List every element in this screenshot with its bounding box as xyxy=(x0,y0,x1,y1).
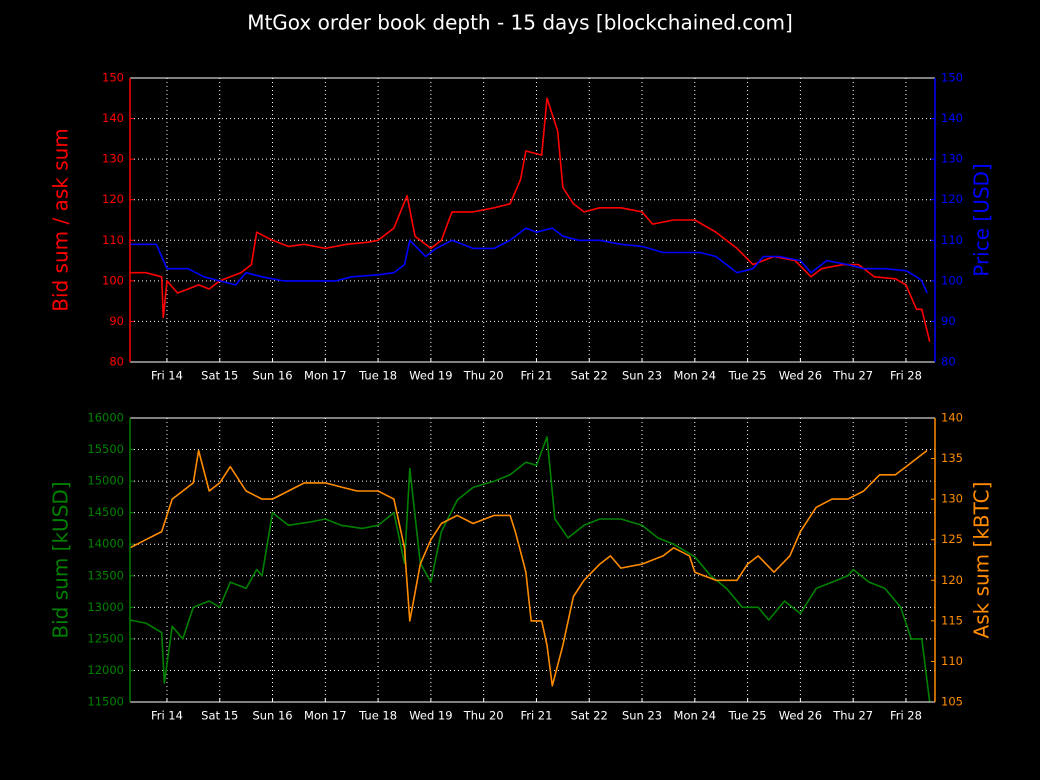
y-axis-label: Bid sum / ask sum xyxy=(49,128,73,312)
x-tick-label: Wed 19 xyxy=(409,709,452,723)
y-tick-label: 13000 xyxy=(87,600,124,614)
x-tick-label: Sun 23 xyxy=(622,369,662,383)
x-tick-label: Mon 24 xyxy=(674,369,717,383)
y2-tick-label: 110 xyxy=(941,654,963,668)
x-tick-label: Thu 20 xyxy=(463,709,504,723)
y-tick-label: 130 xyxy=(102,152,124,166)
x-tick-label: Sun 16 xyxy=(252,709,292,723)
x-tick-label: Fri 21 xyxy=(520,709,552,723)
y2-axis-label: Ask sum [kBTC] xyxy=(970,482,994,639)
y2-tick-label: 100 xyxy=(941,273,963,287)
y-tick-label: 100 xyxy=(102,273,124,287)
x-tick-label: Sat 15 xyxy=(201,369,238,383)
y2-tick-label: 130 xyxy=(941,492,963,506)
x-tick-label: Fri 21 xyxy=(520,369,552,383)
series-line xyxy=(129,436,931,703)
x-tick-label: Fri 14 xyxy=(151,709,183,723)
y-tick-label: 15000 xyxy=(87,474,124,488)
x-tick-label: Tue 18 xyxy=(358,709,397,723)
series-line xyxy=(130,227,928,294)
x-tick-label: Fri 14 xyxy=(151,369,183,383)
y-tick-label: 110 xyxy=(102,233,124,247)
x-tick-label: Thu 27 xyxy=(832,709,873,723)
y-tick-label: 80 xyxy=(109,355,124,369)
y-tick-label: 12000 xyxy=(87,663,124,677)
y-tick-label: 14000 xyxy=(87,537,124,551)
y-tick-label: 90 xyxy=(109,314,124,328)
y-tick-label: 16000 xyxy=(87,411,124,425)
plot-area xyxy=(130,78,935,362)
y2-tick-label: 150 xyxy=(941,71,963,85)
y-axis-label: Bid sum [kUSD] xyxy=(49,481,73,638)
x-tick-label: Sat 15 xyxy=(201,709,238,723)
x-tick-label: Thu 27 xyxy=(832,369,873,383)
y2-tick-label: 80 xyxy=(941,355,956,369)
x-tick-label: Sat 22 xyxy=(571,709,608,723)
y2-tick-label: 135 xyxy=(941,451,963,465)
x-tick-label: Wed 26 xyxy=(779,369,822,383)
x-tick-label: Sun 16 xyxy=(252,369,292,383)
x-tick-label: Fri 28 xyxy=(890,709,922,723)
y-tick-label: 15500 xyxy=(87,442,124,456)
series-line xyxy=(129,449,928,687)
chart-title: MtGox order book depth - 15 days [blockc… xyxy=(247,11,793,35)
x-tick-label: Tue 18 xyxy=(358,369,397,383)
y2-tick-label: 140 xyxy=(941,111,963,125)
series-line xyxy=(130,97,931,342)
x-tick-label: Mon 17 xyxy=(304,369,347,383)
y2-axis-label: Price [USD] xyxy=(970,163,994,277)
y-tick-label: 14500 xyxy=(87,505,124,519)
y-tick-label: 11500 xyxy=(87,695,124,709)
x-tick-label: Mon 24 xyxy=(674,709,717,723)
x-tick-label: Tue 25 xyxy=(728,369,767,383)
y2-tick-label: 120 xyxy=(941,192,963,206)
plot-area xyxy=(130,418,935,702)
y-tick-label: 13500 xyxy=(87,568,124,582)
x-tick-label: Tue 25 xyxy=(728,709,767,723)
y-tick-label: 140 xyxy=(102,111,124,125)
y-tick-label: 120 xyxy=(102,192,124,206)
x-tick-label: Fri 28 xyxy=(890,369,922,383)
y-tick-label: 150 xyxy=(102,71,124,85)
x-tick-label: Thu 20 xyxy=(463,369,504,383)
x-tick-label: Sat 22 xyxy=(571,369,608,383)
y2-tick-label: 130 xyxy=(941,152,963,166)
x-tick-label: Sun 23 xyxy=(622,709,662,723)
y2-tick-label: 120 xyxy=(941,573,963,587)
x-tick-label: Mon 17 xyxy=(304,709,347,723)
y2-tick-label: 125 xyxy=(941,532,963,546)
y2-tick-label: 90 xyxy=(941,314,956,328)
y2-tick-label: 115 xyxy=(941,613,963,627)
y2-tick-label: 110 xyxy=(941,233,963,247)
y-tick-label: 12500 xyxy=(87,631,124,645)
x-tick-label: Wed 19 xyxy=(409,369,452,383)
y2-tick-label: 140 xyxy=(941,411,963,425)
x-tick-label: Wed 26 xyxy=(779,709,822,723)
y2-tick-label: 105 xyxy=(941,695,963,709)
